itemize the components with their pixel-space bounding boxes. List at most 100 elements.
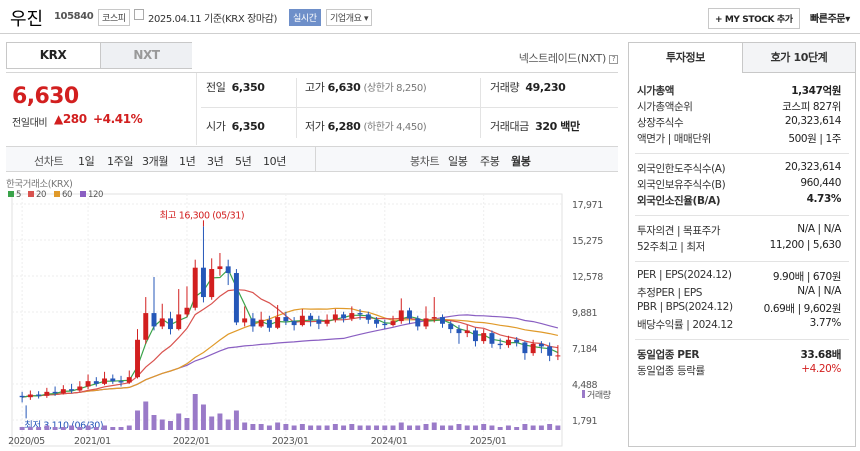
chart-source-label: 한국거래소(KRX) — [6, 179, 72, 190]
candle-body — [440, 317, 445, 324]
candle-body — [407, 310, 412, 319]
candle-body — [233, 273, 239, 323]
invest-row: 추정PER | EPS N/A | N/A — [637, 285, 841, 301]
change-pct: +4.41% — [93, 112, 143, 126]
candle-daily[interactable]: 일봉 — [448, 155, 468, 168]
tab-krx[interactable]: KRX — [39, 48, 67, 62]
candle-body — [316, 319, 322, 324]
candle-body — [415, 318, 421, 327]
candle-body — [168, 318, 173, 330]
candle-body — [27, 394, 33, 398]
volume-bar — [472, 425, 478, 430]
volume-bar — [209, 416, 215, 430]
candle-body — [52, 391, 58, 394]
candle-body — [448, 323, 454, 330]
summary-prev: 전일 6,350 — [206, 79, 265, 95]
volume-bar — [159, 419, 165, 430]
invest-row-value: 1,347억원 — [791, 85, 841, 97]
volume-bar — [456, 424, 462, 430]
volume-bar — [60, 427, 66, 430]
y-tick-label: 4,488 — [572, 380, 598, 391]
volume-bar — [505, 425, 511, 430]
period-10y[interactable]: 10년 — [263, 155, 286, 168]
candle-body — [522, 342, 528, 354]
candle-body — [291, 321, 297, 326]
volume-bar — [85, 425, 91, 430]
invest-row-value: 500원 | 1주 — [788, 133, 841, 145]
y-tick-label: 12,578 — [572, 272, 603, 283]
invest-row-label: 투자의견 | 목표주가 — [637, 225, 721, 237]
stock-name: 우진 — [10, 9, 44, 30]
volume-bar — [365, 425, 371, 430]
invest-row: PER | EPS(2024.12) 9.90배 | 670원 — [637, 269, 841, 285]
open-label: 시가 — [206, 120, 226, 133]
price-panel: KRX NXT 넥스트레이드(NXT) ? 6,630 전일대비 ▲280 +4… — [6, 42, 618, 447]
volume-bar — [374, 425, 380, 430]
period-3y[interactable]: 3년 — [207, 155, 224, 168]
help-icon[interactable]: ? — [609, 55, 618, 64]
ma-line-60 — [22, 307, 559, 398]
add-mystock-button[interactable]: + MY STOCK 추가 — [708, 8, 800, 29]
nxt-link[interactable]: 넥스트레이드(NXT) ? — [519, 50, 618, 66]
volume-bar — [497, 427, 503, 430]
quick-order-button[interactable]: 빠른주문▾ — [810, 10, 850, 25]
candle-body — [19, 395, 25, 398]
volume-bar — [126, 425, 132, 430]
invest-row-value: 9.90배 | 670원 — [772, 271, 842, 283]
invest-row: 시가총액 1,347억원 — [637, 83, 841, 99]
ma-line-20 — [22, 289, 558, 398]
volume-bar — [77, 427, 83, 430]
high-label: 고가 — [305, 81, 325, 94]
candle-body — [497, 343, 503, 346]
invest-row-value: 960,440 — [800, 177, 841, 189]
invest-row: 배당수익률 | 2024.12 3.77% — [637, 317, 841, 333]
invest-row: 투자의견 | 목표주가 N/A | N/A — [637, 223, 841, 239]
candle-body — [423, 318, 429, 327]
volume-bar — [324, 425, 330, 430]
invest-row-label: 배당수익률 | 2024.12 — [637, 319, 733, 331]
tab-order-book[interactable]: 호가 10단계 — [743, 43, 855, 73]
candle-body — [489, 333, 495, 344]
period-1w[interactable]: 1주일 — [107, 155, 134, 168]
invest-row-value: 코스피 827위 — [782, 101, 841, 113]
prev-label: 전일 — [206, 81, 226, 94]
candle-body — [110, 378, 116, 382]
tab-nxt[interactable]: NXT — [100, 43, 192, 68]
period-5y[interactable]: 5년 — [235, 155, 252, 168]
realtime-badge[interactable]: 실시간 — [289, 9, 321, 26]
y-tick-label: 15,275 — [572, 236, 603, 247]
candle-body — [192, 267, 198, 308]
y-tick-label: 7,184 — [572, 344, 598, 355]
invest-row-value: 3.77% — [809, 317, 842, 329]
candle-body — [217, 266, 223, 270]
volume-bar — [514, 427, 520, 430]
x-tick-label: 2020/05 — [8, 436, 45, 447]
period-1y[interactable]: 1년 — [179, 155, 196, 168]
volume-bar — [316, 425, 322, 430]
ma-legend-label: 120 — [88, 190, 103, 200]
volume-bar — [110, 427, 116, 430]
tab-invest-info[interactable]: 투자정보 — [629, 43, 743, 73]
invest-row: PBR | BPS(2024.12) 0.69배 | 9,602원 — [637, 301, 841, 317]
candle-body — [390, 321, 396, 326]
price-chart[interactable]: 17,971 15,275 12,578 9,881 7,184 4,488 1,791 20… — [6, 176, 618, 447]
period-1d[interactable]: 1일 — [78, 155, 95, 168]
volume-bar — [407, 425, 412, 430]
volume-bar — [217, 413, 223, 430]
company-overview-menu[interactable]: 기업개요 ▾ — [326, 9, 373, 26]
candle-weekly[interactable]: 주봉 — [480, 155, 500, 168]
quick-order-label: 빠른주문 — [810, 14, 846, 25]
volume-bar — [258, 424, 264, 430]
company-overview-label: 기업개요 — [330, 14, 362, 24]
period-3m[interactable]: 3개월 — [142, 155, 169, 168]
volume-bar — [118, 427, 124, 430]
candle-body — [135, 339, 140, 378]
invest-row: 52주최고 | 최저 11,200 | 5,630 — [637, 239, 841, 255]
volume-bar — [349, 424, 355, 430]
candle-body — [151, 313, 157, 327]
market-badge: 코스피 — [98, 9, 130, 26]
candle-body — [299, 315, 305, 326]
candle-monthly[interactable]: 월봉 — [511, 155, 531, 168]
volume-bar — [102, 425, 108, 430]
amount-label: 거래대금 — [490, 120, 529, 133]
